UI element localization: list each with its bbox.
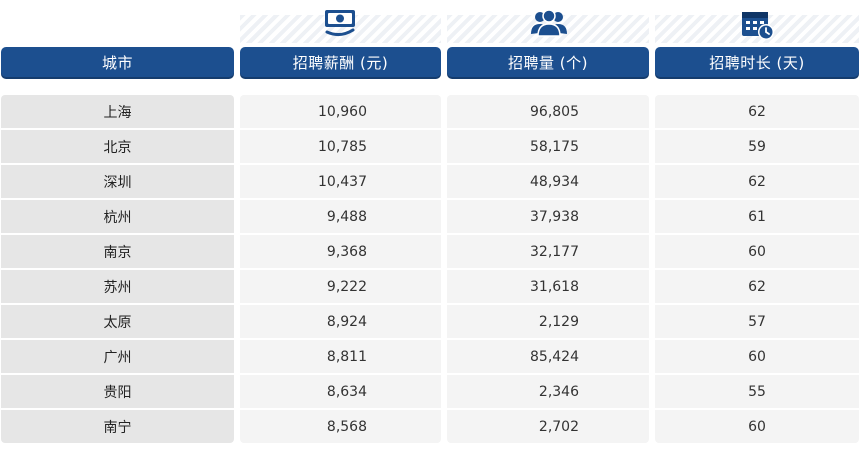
- calendar-clock-icon: [742, 12, 774, 40]
- days-cell: 60: [655, 340, 859, 373]
- salary-cell: 10,960: [240, 95, 441, 128]
- count-cell: 32,177: [447, 235, 649, 268]
- city-cell: 太原: [1, 305, 234, 338]
- city-cell: 南宁: [1, 410, 234, 443]
- column-header-salary: 招聘薪酬 (元): [240, 47, 441, 77]
- count-cell: 85,424: [447, 340, 649, 373]
- city-cell: 贵阳: [1, 375, 234, 408]
- salary-cell: 8,811: [240, 340, 441, 373]
- days-cell: 57: [655, 305, 859, 338]
- count-cell: 2,129: [447, 305, 649, 338]
- city-cell: 北京: [1, 130, 234, 163]
- days-cell: 62: [655, 270, 859, 303]
- column-header-days: 招聘时长 (天): [655, 47, 859, 77]
- salary-cell: 10,437: [240, 165, 441, 198]
- column-header-count: 招聘量 (个): [447, 47, 649, 77]
- salary-cell: 9,488: [240, 200, 441, 233]
- salary-cell: 8,568: [240, 410, 441, 443]
- days-cell: 55: [655, 375, 859, 408]
- days-cell: 60: [655, 235, 859, 268]
- city-cell: 广州: [1, 340, 234, 373]
- count-cell: 96,805: [447, 95, 649, 128]
- people-icon: [531, 9, 567, 37]
- days-cell: 62: [655, 95, 859, 128]
- count-cell: 2,702: [447, 410, 649, 443]
- salary-cell: 8,634: [240, 375, 441, 408]
- days-cell: 62: [655, 165, 859, 198]
- count-cell: 31,618: [447, 270, 649, 303]
- count-cell: 2,346: [447, 375, 649, 408]
- count-cell: 37,938: [447, 200, 649, 233]
- days-cell: 59: [655, 130, 859, 163]
- city-cell: 杭州: [1, 200, 234, 233]
- money-icon: [325, 10, 355, 37]
- days-cell: 60: [655, 410, 859, 443]
- city-cell: 南京: [1, 235, 234, 268]
- salary-cell: 10,785: [240, 130, 441, 163]
- city-cell: 上海: [1, 95, 234, 128]
- column-header-city: 城市: [1, 47, 234, 77]
- salary-cell: 9,222: [240, 270, 441, 303]
- count-cell: 48,934: [447, 165, 649, 198]
- days-cell: 61: [655, 200, 859, 233]
- count-cell: 58,175: [447, 130, 649, 163]
- city-cell: 深圳: [1, 165, 234, 198]
- salary-cell: 8,924: [240, 305, 441, 338]
- city-cell: 苏州: [1, 270, 234, 303]
- salary-cell: 9,368: [240, 235, 441, 268]
